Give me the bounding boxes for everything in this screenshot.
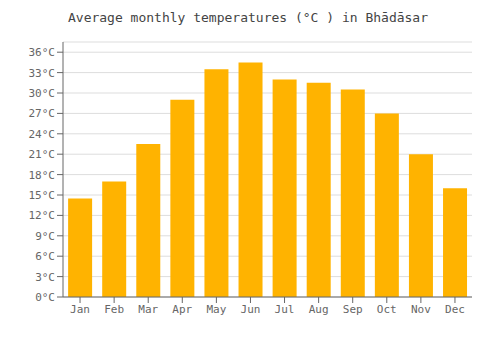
- svg-text:Jul: Jul: [275, 303, 295, 316]
- svg-text:Nov: Nov: [411, 303, 431, 316]
- svg-text:36°C: 36°C: [29, 46, 56, 59]
- svg-text:Apr: Apr: [172, 303, 192, 316]
- svg-text:Oct: Oct: [377, 303, 397, 316]
- svg-text:33°C: 33°C: [29, 67, 56, 80]
- svg-text:Mar: Mar: [138, 303, 158, 316]
- svg-text:12°C: 12°C: [29, 209, 56, 222]
- svg-text:27°C: 27°C: [29, 107, 56, 120]
- svg-text:24°C: 24°C: [29, 128, 56, 141]
- svg-text:May: May: [206, 303, 226, 316]
- svg-text:18°C: 18°C: [29, 169, 56, 182]
- html-text:Average monthly temperatures (: Average monthly temperatures (°C ) in Bh…: [68, 10, 428, 25]
- svg-text:Feb: Feb: [104, 303, 124, 316]
- svg-text:Dec: Dec: [445, 303, 465, 316]
- svg-text:Jan: Jan: [70, 303, 90, 316]
- svg-text:15°C: 15°C: [29, 189, 56, 202]
- svg-text:Aug: Aug: [309, 303, 329, 316]
- svg-text:Jun: Jun: [241, 303, 261, 316]
- svg-text:6°C: 6°C: [35, 250, 55, 263]
- svg-text:9°C: 9°C: [35, 230, 55, 243]
- svg-text:3°C: 3°C: [35, 271, 55, 284]
- svg-text:21°C: 21°C: [29, 148, 56, 161]
- svg-text:Sep: Sep: [343, 303, 363, 316]
- svg-text:0°C: 0°C: [35, 291, 55, 304]
- svg-text:30°C: 30°C: [29, 87, 56, 100]
